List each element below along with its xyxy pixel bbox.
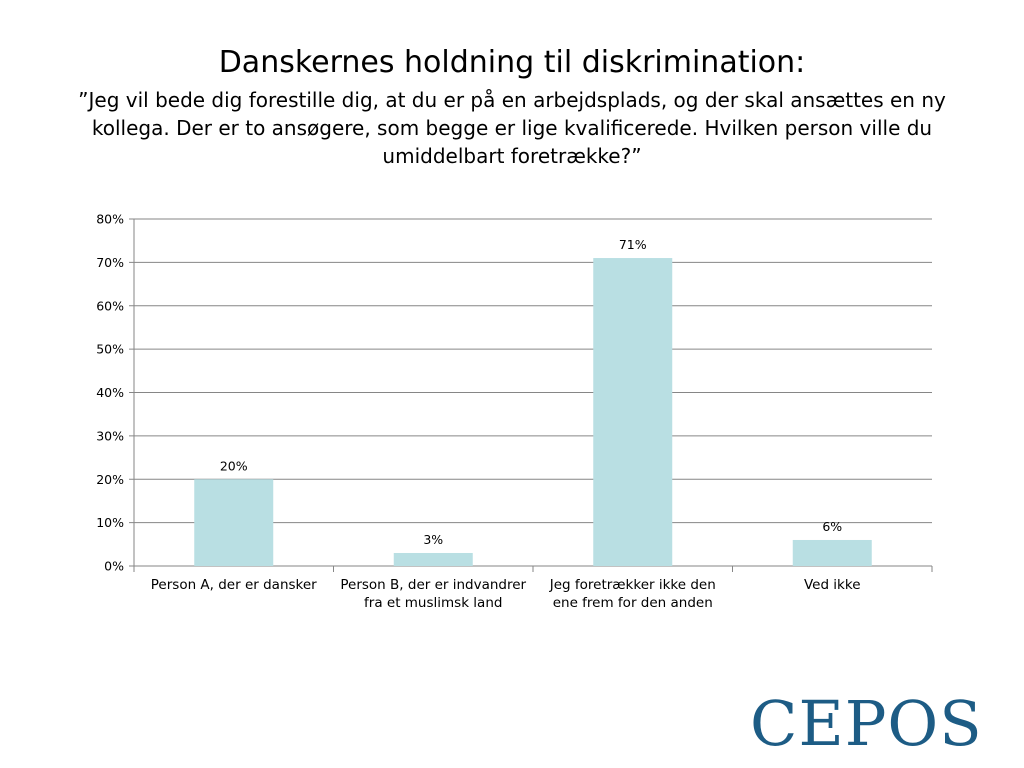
y-tick-label: 50% — [96, 342, 124, 357]
x-tick-label: ene frem for den anden — [553, 595, 713, 611]
bar — [194, 479, 274, 566]
bar — [792, 539, 872, 566]
data-label: 6% — [822, 519, 842, 534]
bar — [393, 552, 473, 566]
y-tick-label: 10% — [96, 515, 124, 530]
y-tick-label: 20% — [96, 472, 124, 487]
x-tick-label: Ved ikke — [804, 577, 861, 593]
data-label: 20% — [220, 458, 248, 473]
x-tick-label: Person A, der er dansker — [151, 577, 317, 593]
y-tick-label: 30% — [96, 428, 124, 443]
x-tick-label: Person B, der er indvandrer — [340, 577, 526, 593]
data-label: 3% — [423, 532, 443, 547]
cepos-logo: CEPOS — [750, 687, 983, 760]
chart-subtitle: ”Jeg vil bede dig forestille dig, at du … — [78, 88, 946, 168]
chart-title: Danskernes holdning til diskrimination: — [218, 45, 806, 80]
x-tick-label: fra et muslimsk land — [364, 595, 502, 611]
y-tick-label: 40% — [96, 385, 124, 400]
y-tick-label: 0% — [104, 559, 124, 574]
x-tick-label: Jeg foretrækker ikke den — [549, 577, 716, 593]
y-tick-label: 70% — [96, 255, 124, 270]
data-label: 71% — [619, 237, 647, 252]
bar — [593, 258, 673, 566]
y-tick-label: 80% — [96, 212, 124, 227]
y-tick-label: 60% — [96, 298, 124, 313]
